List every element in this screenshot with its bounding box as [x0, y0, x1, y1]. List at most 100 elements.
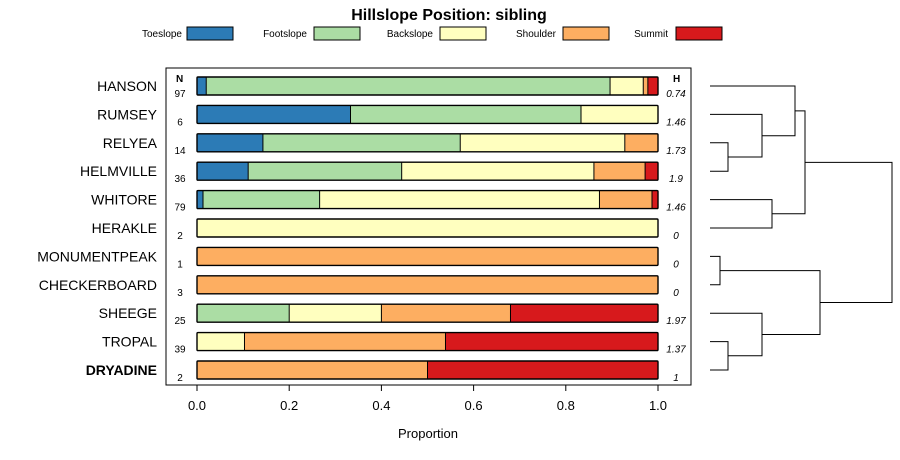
row-n-value: 39 — [174, 345, 186, 356]
row-label: CHECKERBOARD — [39, 277, 157, 293]
bar-segment-backslope — [289, 304, 382, 323]
legend-swatch-toeslope — [186, 26, 234, 41]
dendro-link — [710, 199, 773, 229]
h-column-header: H — [673, 74, 680, 85]
bar-segment-footslope — [248, 162, 402, 181]
bar-segment-shoulder — [197, 247, 658, 266]
row-n-value: 14 — [174, 146, 186, 157]
row-h-value: 1.46 — [666, 117, 686, 128]
row-label: RELYEA — [103, 135, 158, 151]
row-label: HELMVILLE — [80, 163, 157, 179]
row-n-value: 6 — [177, 117, 183, 128]
row-h-value: 1 — [673, 373, 679, 384]
bar-segment-footslope — [262, 133, 461, 152]
row-n-value: 97 — [174, 89, 186, 100]
legend-label: Footslope — [263, 29, 307, 40]
row-h-value: 0.74 — [666, 89, 686, 100]
dendro-link — [805, 161, 893, 304]
row-label: MONUMENTPEAK — [37, 248, 157, 264]
row-h-value: 0 — [673, 288, 679, 299]
bar-segment-footslope — [197, 304, 290, 323]
legend-label: Shoulder — [516, 29, 557, 40]
row-n-value: 2 — [177, 231, 183, 242]
bar-segment-footslope — [202, 190, 320, 209]
x-axis: 0.0 0.2 0.4 0.6 0.8 1.0 — [188, 385, 667, 413]
bar-segment-toeslope — [197, 162, 249, 181]
bar-segment-backslope — [581, 105, 658, 124]
bar-segment-toeslope — [197, 190, 203, 209]
dendro-link — [710, 85, 796, 137]
bar-outline — [196, 218, 659, 238]
plot-frame — [165, 67, 692, 386]
bar-segment-backslope — [197, 332, 245, 351]
bar-outline — [196, 133, 659, 153]
row-label: TROPAL — [102, 334, 157, 350]
legend-swatch-backslope — [439, 26, 487, 41]
bar-segment-shoulder — [244, 332, 446, 351]
bar-segment-shoulder — [381, 304, 511, 323]
bar-segment-summit — [652, 190, 658, 209]
bar-outline — [196, 76, 659, 96]
bar-segment-backslope — [460, 133, 625, 152]
row-label: HERAKLE — [92, 220, 157, 236]
x-tick-label: 0.2 — [280, 398, 298, 413]
row-n-value: 3 — [177, 288, 183, 299]
bar-outline — [196, 303, 659, 323]
x-tick-label: 1.0 — [649, 398, 667, 413]
legend-label: Backslope — [387, 29, 434, 40]
legend: Toeslope Footslope Backslope Shoulder Summit — [142, 26, 723, 41]
row-h-value: 0 — [673, 259, 679, 270]
bar-segment-summit — [645, 162, 658, 181]
x-axis-title: Proportion — [398, 426, 458, 441]
bar-segment-shoulder — [197, 361, 428, 379]
bar-outline — [196, 104, 659, 125]
bar-segment-summit — [445, 332, 658, 351]
dendro-link — [772, 110, 806, 215]
row-h-value: 0 — [673, 231, 679, 242]
bar-outline — [196, 161, 659, 181]
bar-segment-shoulder — [624, 133, 658, 152]
row-n-value: 1 — [177, 259, 183, 270]
dendro-link — [710, 113, 763, 158]
bar-segment-summit — [427, 361, 658, 379]
legend-label: Toeslope — [142, 29, 182, 40]
dendro-link — [710, 142, 729, 172]
row-label: HANSON — [97, 78, 157, 94]
legend-swatch-summit — [675, 26, 723, 41]
bar-outline — [196, 275, 659, 295]
bar-segment-summit — [647, 77, 658, 95]
bar-segment-shoulder — [643, 77, 648, 95]
bar-segment-backslope — [401, 162, 594, 181]
bar-segment-backslope — [197, 219, 658, 237]
row-n-value: 2 — [177, 373, 183, 384]
dendro-link — [720, 270, 821, 335]
row-label: SHEEGE — [99, 305, 157, 321]
row-h-value: 1.73 — [666, 146, 686, 157]
bar-segment-toeslope — [197, 133, 263, 152]
bars-layer — [196, 76, 659, 380]
bar-outline — [196, 189, 659, 210]
dendro-link — [710, 312, 763, 357]
chart-title: Hillslope Position: sibling — [351, 7, 547, 24]
bar-outline — [196, 246, 659, 267]
bar-segment-toeslope — [197, 77, 207, 95]
row-n-value: 79 — [174, 203, 186, 214]
n-column-header: N — [176, 74, 183, 85]
bar-segment-toeslope — [197, 105, 351, 124]
bar-segment-footslope — [350, 105, 582, 124]
row-h-value: 1.37 — [666, 345, 686, 356]
bar-outline — [196, 360, 659, 380]
bar-segment-summit — [510, 304, 658, 323]
bar-segment-footslope — [206, 77, 611, 95]
row-labels: HANSON 97 0.74 RUMSEY 6 1.46 RELYEA 14 1.73 HELMV… — [37, 78, 686, 384]
row-n-value: 25 — [174, 316, 186, 327]
row-label: DRYADINE — [86, 362, 157, 378]
bar-segment-backslope — [610, 77, 644, 95]
dendro-link — [710, 255, 721, 286]
x-tick-label: 0.0 — [188, 398, 206, 413]
bar-segment-shoulder — [593, 162, 646, 181]
dendro-link — [710, 341, 729, 371]
row-n-value: 36 — [174, 174, 186, 185]
dendrogram — [710, 85, 893, 371]
bar-outline — [196, 331, 659, 352]
